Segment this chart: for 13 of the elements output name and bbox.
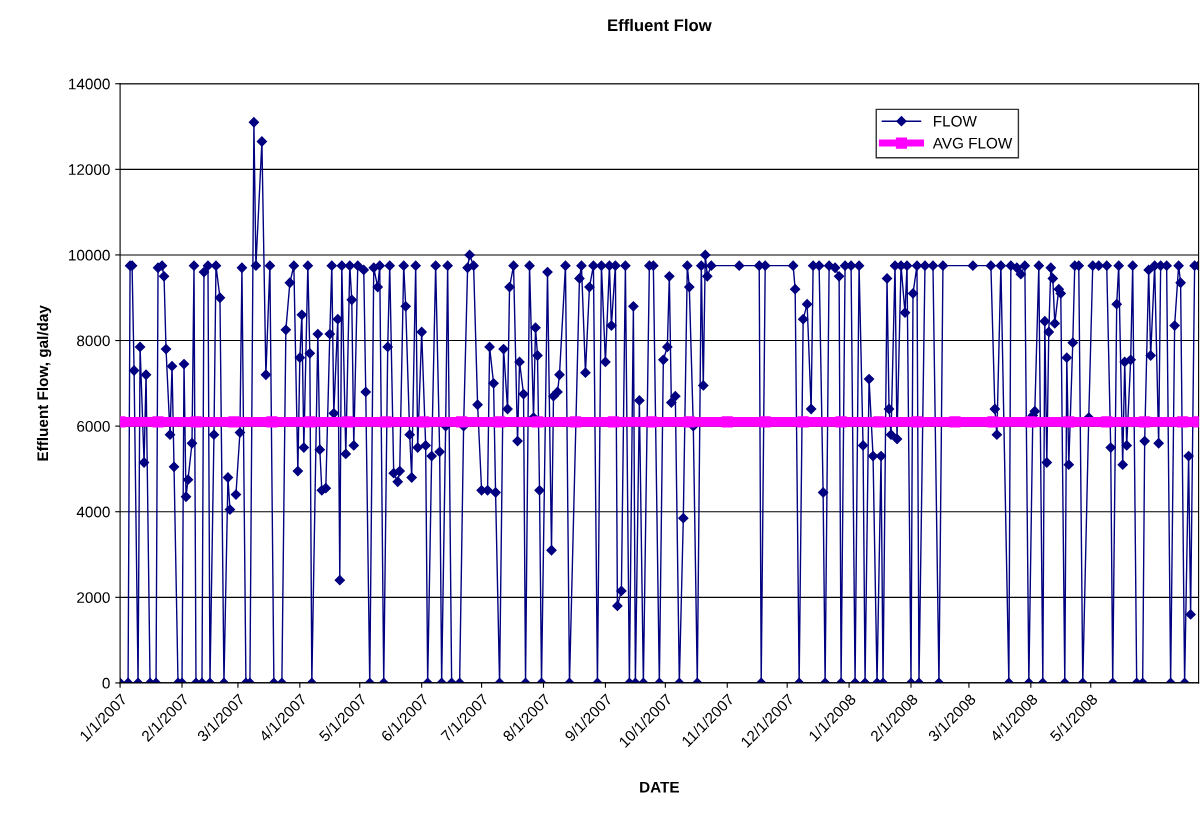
y-tick-label: 0 [102, 677, 110, 689]
y-tick-label: 2000 [77, 592, 110, 604]
y-tick-label: 14000 [69, 78, 110, 90]
y-tick-label: 4000 [76, 506, 110, 518]
y-tick-label: 10000 [69, 249, 110, 261]
legend-label: AVG FLOW [932, 137, 1013, 149]
y-axis-title: Effluent Flow, gal/day [36, 305, 52, 461]
y-tick-label: 6000 [77, 421, 110, 432]
y-tick-label: 8000 [77, 335, 110, 347]
legend-label: FLOW [934, 115, 977, 127]
x-axis-title: DATE [640, 781, 679, 793]
chart-title: Effluent Flow [608, 18, 712, 32]
y-tick-label: 12000 [69, 164, 110, 176]
